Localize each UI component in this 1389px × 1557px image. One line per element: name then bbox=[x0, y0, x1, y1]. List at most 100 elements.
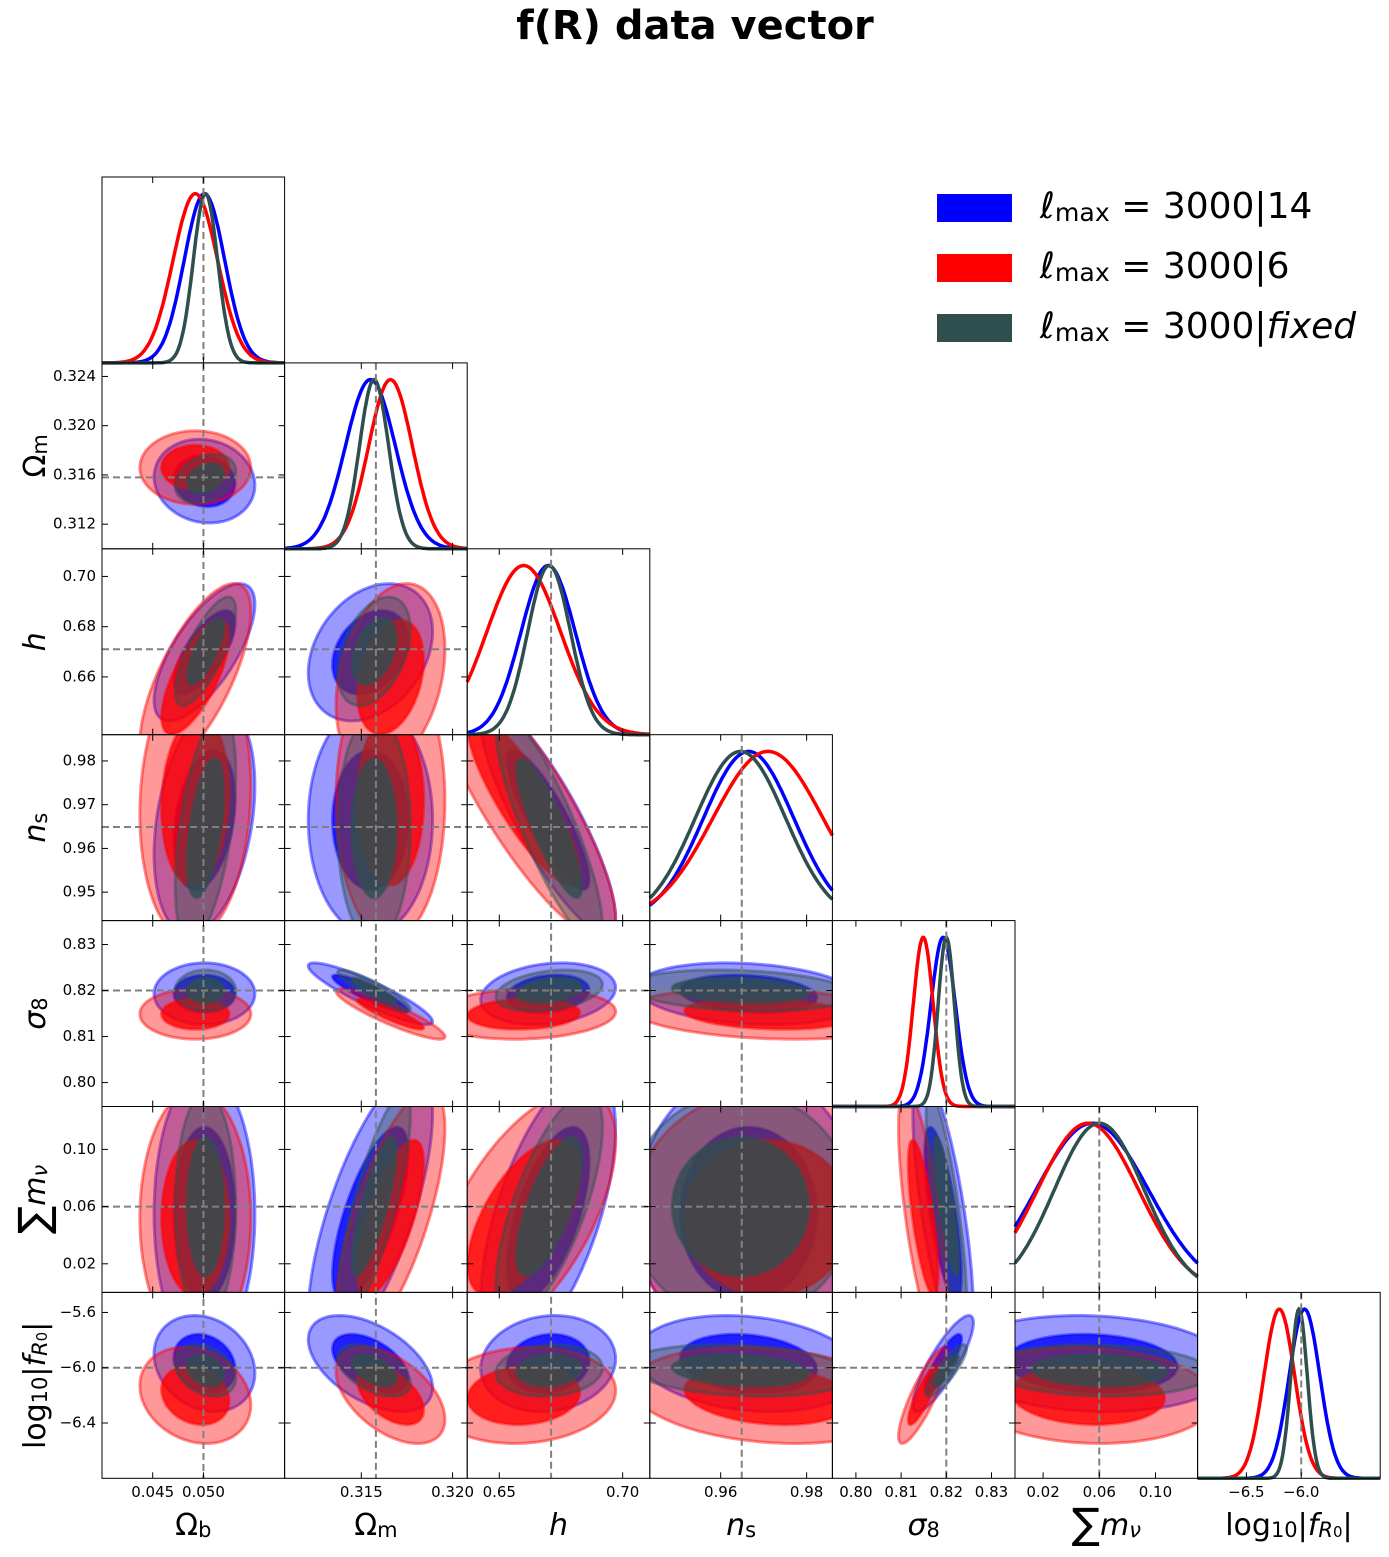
label-part: 0 bbox=[1333, 1523, 1343, 1541]
y-tick-label: 0.82 bbox=[63, 981, 96, 999]
label-part: max bbox=[1055, 198, 1110, 227]
label-part: ν bbox=[28, 1165, 52, 1177]
y-axis-label: h bbox=[18, 632, 53, 651]
marginal-curve bbox=[648, 749, 834, 907]
label-part: 8 bbox=[28, 997, 52, 1010]
marginal-curve bbox=[467, 563, 650, 737]
y-tick-label: 0.96 bbox=[63, 839, 96, 857]
label-part: ℓ bbox=[1039, 186, 1055, 227]
x-tick-label: 0.65 bbox=[483, 1483, 516, 1501]
marginal-curve bbox=[1013, 1121, 1199, 1278]
panel-2d bbox=[306, 581, 447, 735]
contour bbox=[350, 976, 398, 1005]
y-tick-label: −6.0 bbox=[60, 1358, 96, 1376]
marginal-curve bbox=[1013, 1121, 1199, 1279]
label-part: m bbox=[377, 1518, 397, 1542]
contour bbox=[906, 1364, 940, 1427]
x-tick-label: 0.81 bbox=[884, 1483, 917, 1501]
label-part: log bbox=[1225, 1508, 1271, 1543]
chart-title: f(R) data vector bbox=[516, 3, 874, 49]
contour bbox=[185, 616, 226, 686]
label-part: Ω bbox=[354, 1508, 377, 1543]
label-part: | bbox=[18, 1366, 53, 1376]
x-tick-label: 0.320 bbox=[431, 1483, 474, 1501]
contour bbox=[350, 616, 398, 686]
contour bbox=[350, 1135, 398, 1278]
y-tick-label: −5.6 bbox=[60, 1303, 96, 1321]
x-axis-label: ns bbox=[726, 1508, 756, 1543]
panel-2d bbox=[138, 429, 257, 525]
y-axis-label: ∑mν bbox=[9, 1165, 58, 1235]
label-part: R bbox=[28, 1341, 52, 1356]
x-axis-label: Ωb bbox=[175, 1508, 211, 1543]
label-part: s bbox=[28, 813, 52, 824]
contour bbox=[185, 757, 226, 900]
label-part: = 3000| bbox=[1110, 306, 1267, 347]
panel-2d bbox=[896, 1314, 976, 1446]
legend-label: ℓmax = 3000|fixed bbox=[1039, 306, 1357, 347]
legend-label: ℓmax = 3000|6 bbox=[1039, 246, 1289, 287]
y-axis-label: log10|fR0| bbox=[18, 1322, 53, 1449]
panel-2d bbox=[467, 1106, 618, 1293]
contour bbox=[350, 757, 398, 900]
x-tick-label: 0.02 bbox=[1026, 1483, 1059, 1501]
y-tick-label: 0.324 bbox=[53, 367, 96, 385]
legend-swatch bbox=[937, 314, 1012, 342]
label-part: m bbox=[18, 1177, 53, 1206]
contour bbox=[185, 1353, 226, 1388]
contour bbox=[683, 997, 833, 1031]
label-part: 10 bbox=[1271, 1518, 1298, 1542]
label-part: σ bbox=[18, 1010, 53, 1030]
label-part: Ω bbox=[175, 1508, 198, 1543]
y-tick-label: 0.316 bbox=[53, 465, 96, 483]
panel-2d bbox=[138, 961, 257, 1041]
panel-2d bbox=[649, 1313, 833, 1446]
label-part: m bbox=[28, 434, 52, 454]
y-tick-label: 0.66 bbox=[63, 667, 96, 685]
x-tick-label: 0.06 bbox=[1083, 1483, 1116, 1501]
marginal-curve bbox=[466, 563, 650, 737]
x-axis-label: σ8 bbox=[908, 1508, 940, 1543]
y-axis-label: Ωm bbox=[18, 434, 53, 477]
y-tick-label: 0.320 bbox=[53, 416, 96, 434]
contour bbox=[185, 462, 226, 495]
label-part: Ω bbox=[18, 455, 53, 478]
panel-2d bbox=[138, 734, 257, 921]
contour bbox=[350, 1353, 398, 1388]
contour bbox=[515, 1135, 584, 1278]
x-tick-label: 0.315 bbox=[340, 1483, 383, 1501]
x-tick-label: 0.98 bbox=[790, 1483, 823, 1501]
label-part: fixed bbox=[1267, 306, 1358, 347]
panel-2d bbox=[138, 581, 257, 735]
y-tick-label: 0.10 bbox=[63, 1140, 96, 1158]
label-part: max bbox=[1055, 258, 1110, 287]
y-tick-label: 0.98 bbox=[63, 751, 96, 769]
contour bbox=[670, 1353, 811, 1388]
y-axis-label: σ8 bbox=[18, 997, 53, 1029]
contour bbox=[515, 976, 584, 1005]
x-axis-label: ∑mν bbox=[1072, 1499, 1142, 1548]
y-tick-label: 0.02 bbox=[63, 1254, 96, 1272]
panel-2d bbox=[649, 961, 833, 1041]
label-part: s bbox=[745, 1518, 756, 1542]
x-tick-label: −6.5 bbox=[1228, 1483, 1264, 1501]
x-tick-label: −6.0 bbox=[1283, 1483, 1319, 1501]
label-part: log bbox=[18, 1403, 53, 1449]
label-part: = 3000|14 bbox=[1110, 186, 1313, 227]
label-part: ∑ bbox=[9, 1206, 58, 1234]
y-tick-label: 0.06 bbox=[63, 1197, 96, 1215]
panel-frame bbox=[831, 920, 1016, 1107]
panel-2d bbox=[467, 1314, 618, 1446]
y-tick-label: 0.70 bbox=[63, 567, 96, 585]
x-tick-label: 0.045 bbox=[131, 1483, 174, 1501]
y-tick-label: 0.80 bbox=[63, 1073, 96, 1091]
x-tick-label: 0.96 bbox=[704, 1483, 737, 1501]
label-part: m bbox=[1100, 1508, 1129, 1543]
panel-2d bbox=[1015, 1314, 1198, 1446]
panel-2d bbox=[306, 1313, 447, 1446]
panel-2d bbox=[138, 1313, 257, 1446]
label-part: ℓ bbox=[1039, 246, 1055, 287]
y-tick-label: 0.312 bbox=[53, 515, 96, 533]
x-axis-label: h bbox=[549, 1508, 568, 1543]
y-tick-label: 0.83 bbox=[63, 935, 96, 953]
